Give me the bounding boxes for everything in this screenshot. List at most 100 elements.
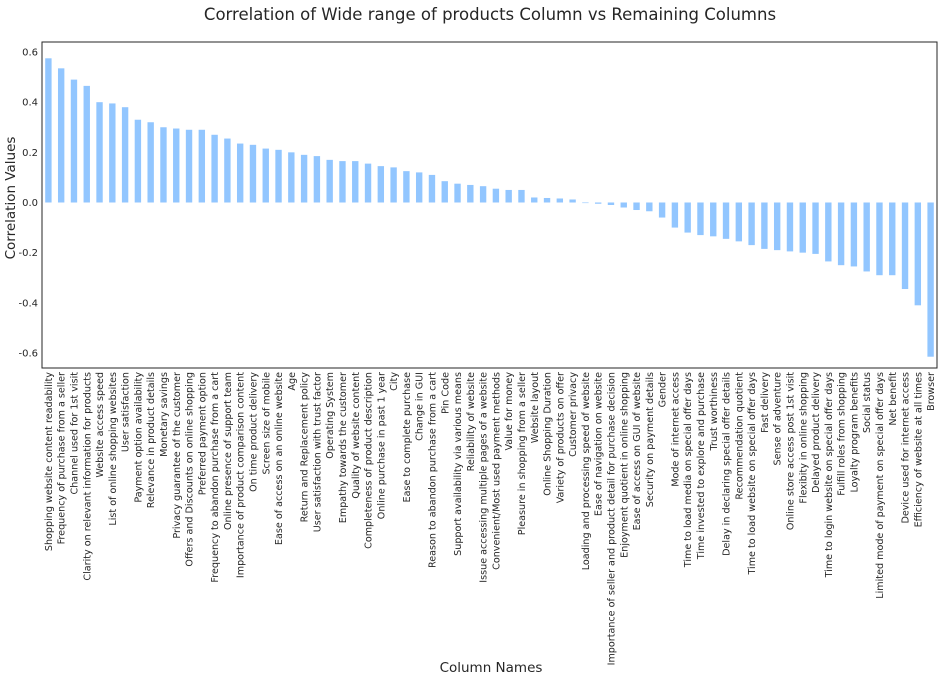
x-tick-label: Quality of website content	[351, 372, 362, 499]
x-tick-label: Operating System	[325, 372, 336, 459]
bar	[96, 102, 103, 203]
bar	[390, 167, 397, 203]
bar	[121, 107, 129, 203]
x-tick-label: Social status	[862, 372, 873, 433]
bar	[620, 202, 627, 208]
bar	[556, 198, 564, 203]
x-tick-label: Issue accessing multiple pages of a webs…	[479, 372, 490, 583]
x-tick-label: User satisfaction	[121, 372, 132, 452]
x-tick-label: Clarity on relevant information for prod…	[82, 372, 93, 581]
bar	[825, 202, 832, 262]
x-tick-label: Delay in declaring special offer details	[722, 372, 733, 556]
bar	[262, 148, 269, 203]
bar	[876, 202, 883, 276]
x-tick-label: Time invested to explore and purchase	[696, 372, 707, 560]
bar	[927, 202, 934, 357]
x-tick-label: Payment option availability	[133, 372, 144, 503]
bar	[403, 171, 410, 203]
x-tick-label: Net benefit	[888, 372, 899, 426]
bar	[850, 202, 858, 267]
bar	[748, 202, 755, 246]
bar	[211, 134, 218, 203]
x-tick-label: Online store access post 1st visit	[785, 372, 796, 530]
bar	[70, 79, 78, 203]
x-tick-label: Ease of access on GUI of website	[632, 372, 643, 530]
x-tick-label: Relevance in product details	[146, 372, 157, 508]
bar	[633, 202, 640, 211]
bar	[837, 202, 845, 266]
x-tick-label: Importance of seller and product detail …	[606, 372, 617, 665]
bar	[428, 174, 436, 203]
chart-title: Correlation of Wide range of products Co…	[204, 5, 776, 24]
x-axis-title: Column Names	[440, 660, 543, 676]
bar	[697, 202, 704, 236]
bar	[45, 58, 52, 203]
y-tick-label: -0.6	[18, 348, 38, 359]
bar	[57, 68, 65, 203]
bar	[339, 161, 346, 203]
bar	[594, 202, 602, 204]
bar	[518, 189, 525, 203]
x-tick-label: Limited mode of payment on special offer…	[875, 372, 886, 599]
bar	[658, 202, 666, 218]
bar	[914, 202, 922, 306]
x-tick-label: Convenient/Most used payment methods	[491, 372, 502, 570]
y-tick-label: 0.4	[22, 98, 38, 109]
bar	[454, 183, 461, 203]
x-tick-label: Shopping website content readability	[44, 372, 55, 551]
x-tick-label: Pin Code	[440, 372, 451, 414]
x-tick-label: Fast delivery	[760, 372, 771, 433]
x-tick-label: Preferred payment option	[197, 372, 208, 495]
x-tick-label: Fulfill roles from shopping	[837, 372, 848, 496]
x-tick-label: City	[389, 372, 400, 391]
x-tick-label: User satisfaction with trust factor	[312, 372, 323, 532]
bar	[173, 128, 180, 203]
bar	[646, 202, 653, 212]
x-tick-label: Flexibity in online shopping	[798, 372, 809, 504]
x-tick-label: Gender	[658, 372, 669, 407]
x-tick-label: Website access speed	[95, 372, 106, 478]
bar	[492, 188, 500, 203]
x-tick-label: Time to load website on special offer da…	[747, 372, 758, 576]
bar	[467, 184, 474, 203]
x-tick-label: Reliability of website	[466, 372, 477, 471]
bars	[45, 58, 934, 357]
bar	[249, 144, 257, 203]
bar	[134, 119, 142, 203]
bar	[863, 202, 870, 272]
x-tick-label: Online presence of support team	[223, 372, 234, 530]
y-tick-label: -0.4	[18, 298, 38, 309]
y-tick-labels: 0.6 0.4 0.2 0.0 -0.2 -0.4 -0.6	[18, 48, 38, 360]
bar	[147, 122, 154, 203]
x-tick-label: Online Shopping Duration	[543, 372, 554, 496]
bar	[109, 103, 116, 203]
x-tick-label: Completeness of product description	[364, 372, 375, 549]
bar	[415, 172, 423, 203]
bar	[300, 154, 308, 203]
x-tick-label: Online purchase in past 1 year	[376, 372, 387, 519]
bar	[198, 129, 206, 203]
x-tick-label: Security on payment details	[645, 372, 656, 507]
bar	[160, 127, 167, 203]
x-tick-label: Return and Replacement policy	[300, 372, 311, 523]
bar	[889, 202, 896, 276]
x-tick-labels: Shopping website content readability Freq…	[44, 372, 937, 666]
bar	[326, 159, 333, 203]
bar	[275, 149, 282, 203]
x-tick-label: Customer privacy	[568, 372, 579, 457]
x-tick-label: List of online shopping websites	[108, 372, 119, 526]
x-tick-label: Browser	[926, 372, 937, 411]
x-tick-label: Privacy guarantee of the customer	[172, 372, 183, 539]
x-tick-label: Offers and Discounts on online shopping	[185, 372, 196, 567]
x-tick-label: Ease to complete purchase	[402, 372, 413, 503]
x-tick-label: Reason to abandon purchase from a cart	[427, 372, 438, 568]
bar	[288, 152, 295, 203]
x-tick-label: Delayed product delivery	[811, 372, 822, 493]
bar	[364, 163, 372, 203]
x-tick-label: Loading and processing speed of website	[581, 372, 592, 570]
y-tick-label: 0.0	[22, 198, 38, 209]
x-tick-label: Empathy towards the customer	[338, 372, 349, 523]
bar	[505, 189, 512, 203]
bar	[901, 202, 909, 290]
